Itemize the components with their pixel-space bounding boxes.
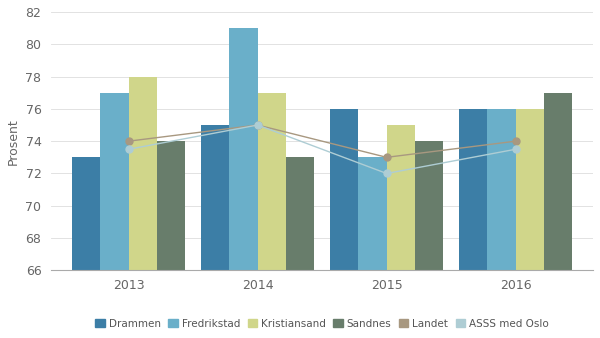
Bar xyxy=(257,93,286,338)
Landet xyxy=(254,123,261,127)
Bar xyxy=(415,141,443,338)
Landet xyxy=(512,139,519,143)
Bar xyxy=(72,157,100,338)
ASSS med Oslo xyxy=(383,171,390,175)
Legend: Drammen, Fredrikstad, Kristiansand, Sandnes, Landet, ASSS med Oslo: Drammen, Fredrikstad, Kristiansand, Sand… xyxy=(91,314,553,333)
Bar xyxy=(100,93,128,338)
Bar xyxy=(128,77,157,338)
ASSS med Oslo xyxy=(512,147,519,151)
Line: Landet: Landet xyxy=(125,122,519,161)
Bar xyxy=(386,125,415,338)
Bar xyxy=(229,28,257,338)
Bar xyxy=(201,125,229,338)
Landet xyxy=(383,155,390,159)
Landet xyxy=(125,139,132,143)
Y-axis label: Prosent: Prosent xyxy=(7,118,20,165)
Line: ASSS med Oslo: ASSS med Oslo xyxy=(125,122,519,177)
ASSS med Oslo xyxy=(125,147,132,151)
Bar xyxy=(487,109,515,338)
Bar xyxy=(459,109,487,338)
Bar xyxy=(286,157,314,338)
Bar xyxy=(358,157,386,338)
Bar xyxy=(330,109,358,338)
Bar xyxy=(515,109,544,338)
Bar xyxy=(544,93,572,338)
Bar xyxy=(157,141,185,338)
ASSS med Oslo xyxy=(254,123,261,127)
